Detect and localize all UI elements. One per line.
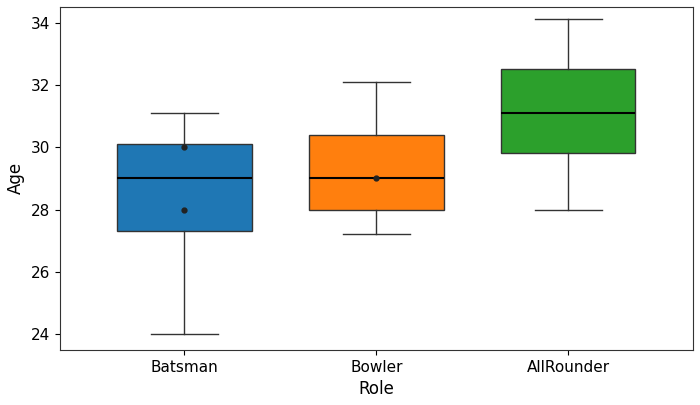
Y-axis label: Age: Age [7,162,25,194]
PathPatch shape [501,69,636,153]
PathPatch shape [117,144,251,231]
X-axis label: Role: Role [358,380,394,398]
PathPatch shape [309,135,444,209]
